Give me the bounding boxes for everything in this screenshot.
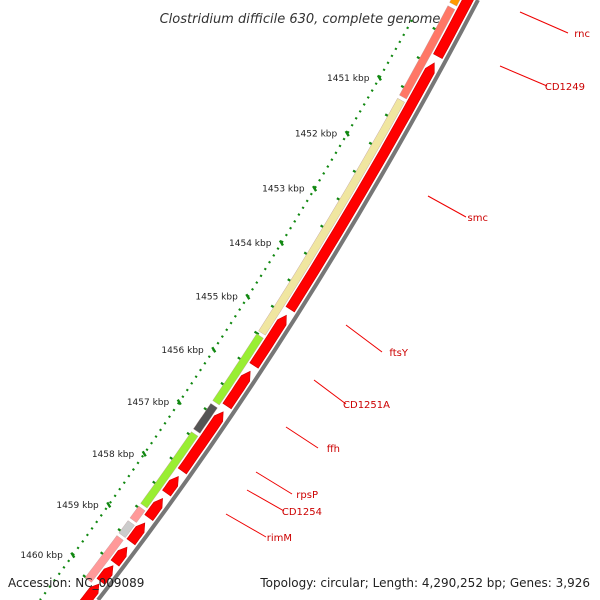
tick-layer: 1451 kbp 1452 kbp 1453 kbp 1454 kbp 1455 kbp… bbox=[20, 26, 438, 580]
map-title: Clostridium difficile 630, complete geno… bbox=[160, 12, 441, 27]
inner-gene-ffh bbox=[140, 431, 199, 509]
outer-gene-arrow bbox=[110, 546, 128, 567]
gene-label-ftsy: ftsY bbox=[389, 348, 408, 359]
kbp-tick-label: 1457 kbp bbox=[127, 398, 170, 408]
inner-gene-cd1254 bbox=[118, 520, 135, 538]
topology-label: Topology: circular; Length: 4,290,252 bp… bbox=[260, 576, 590, 590]
gene-label-cd1254: CD1254 bbox=[282, 507, 322, 518]
outer-gene-arrow bbox=[433, 0, 474, 60]
backbone-line bbox=[96, 0, 480, 600]
inner-gene-cd1249 bbox=[399, 5, 456, 100]
major-tick bbox=[245, 293, 251, 300]
gene-label-rnc: rnc bbox=[574, 29, 590, 40]
kbp-tick-label: 1456 kbp bbox=[161, 346, 204, 356]
outer-gene-arrow bbox=[79, 583, 100, 600]
major-tick bbox=[211, 346, 217, 353]
gene-label-cd1251a: CD1251A bbox=[343, 400, 390, 411]
inner-gene-rimm bbox=[84, 535, 124, 583]
kbp-tick-label: 1455 kbp bbox=[195, 293, 238, 303]
label-leader-line bbox=[246, 489, 285, 512]
outer-gene-arrow bbox=[96, 565, 114, 585]
major-tick bbox=[176, 399, 182, 406]
outer-gene-arrow bbox=[126, 522, 146, 546]
label-leader-line bbox=[285, 426, 319, 449]
label-leader-line bbox=[313, 379, 347, 405]
label-leader-line bbox=[225, 513, 267, 538]
kbp-tick-label: 1451 kbp bbox=[327, 74, 370, 84]
outer-feature-track bbox=[79, 0, 474, 600]
gene-label-rpsp: rpsP bbox=[296, 490, 318, 501]
major-tick bbox=[106, 501, 112, 508]
kbp-tick-label: 1458 kbp bbox=[92, 450, 135, 460]
gene-label-ffh: ffh bbox=[327, 444, 340, 455]
outer-gene-arrow bbox=[177, 411, 224, 475]
major-tick bbox=[278, 239, 284, 247]
inner-gene-cd1251a bbox=[193, 403, 218, 434]
inner-gene-rpsp bbox=[129, 505, 146, 523]
gene-label-rimm: rimM bbox=[267, 533, 292, 544]
inner-feature-track bbox=[84, 0, 461, 583]
label-leader-line bbox=[427, 195, 467, 218]
gene-label-cd1249: CD1249 bbox=[545, 82, 585, 93]
kbp-tick-label: 1460 kbp bbox=[20, 551, 63, 561]
ruler-dotted-line bbox=[39, 19, 413, 600]
outer-gene-arrow bbox=[249, 314, 287, 369]
outer-gene-arrow bbox=[144, 498, 163, 522]
outer-gene-arrow bbox=[222, 370, 251, 410]
kbp-tick-label: 1453 kbp bbox=[262, 185, 305, 195]
major-tick bbox=[70, 552, 76, 559]
inner-gene-rnc bbox=[449, 0, 461, 7]
label-leader-line bbox=[499, 65, 548, 87]
major-tick bbox=[141, 450, 147, 457]
kbp-tick-label: 1452 kbp bbox=[295, 130, 338, 140]
kbp-tick-label: 1459 kbp bbox=[56, 501, 99, 511]
label-leader-line bbox=[519, 11, 569, 34]
outer-gene-arrow bbox=[162, 476, 179, 497]
major-tick bbox=[312, 185, 318, 192]
label-leader-line bbox=[345, 324, 383, 353]
kbp-tick-label: 1454 kbp bbox=[229, 239, 272, 249]
label-leader-line bbox=[255, 471, 293, 495]
inner-gene-ftsy bbox=[212, 333, 264, 406]
outer-gene-arrow bbox=[285, 62, 435, 313]
feature-label-layer: rnc CD1249 smc ftsY CD1251A ffh rpsP CD1254 rimM bbox=[225, 11, 590, 544]
gene-label-smc: smc bbox=[468, 213, 488, 224]
major-tick bbox=[344, 130, 350, 137]
inner-gene-smc bbox=[258, 98, 405, 336]
feature-tick bbox=[253, 330, 260, 336]
accession-label: Accession: NC_009089 bbox=[8, 576, 145, 590]
major-tick bbox=[376, 74, 382, 82]
